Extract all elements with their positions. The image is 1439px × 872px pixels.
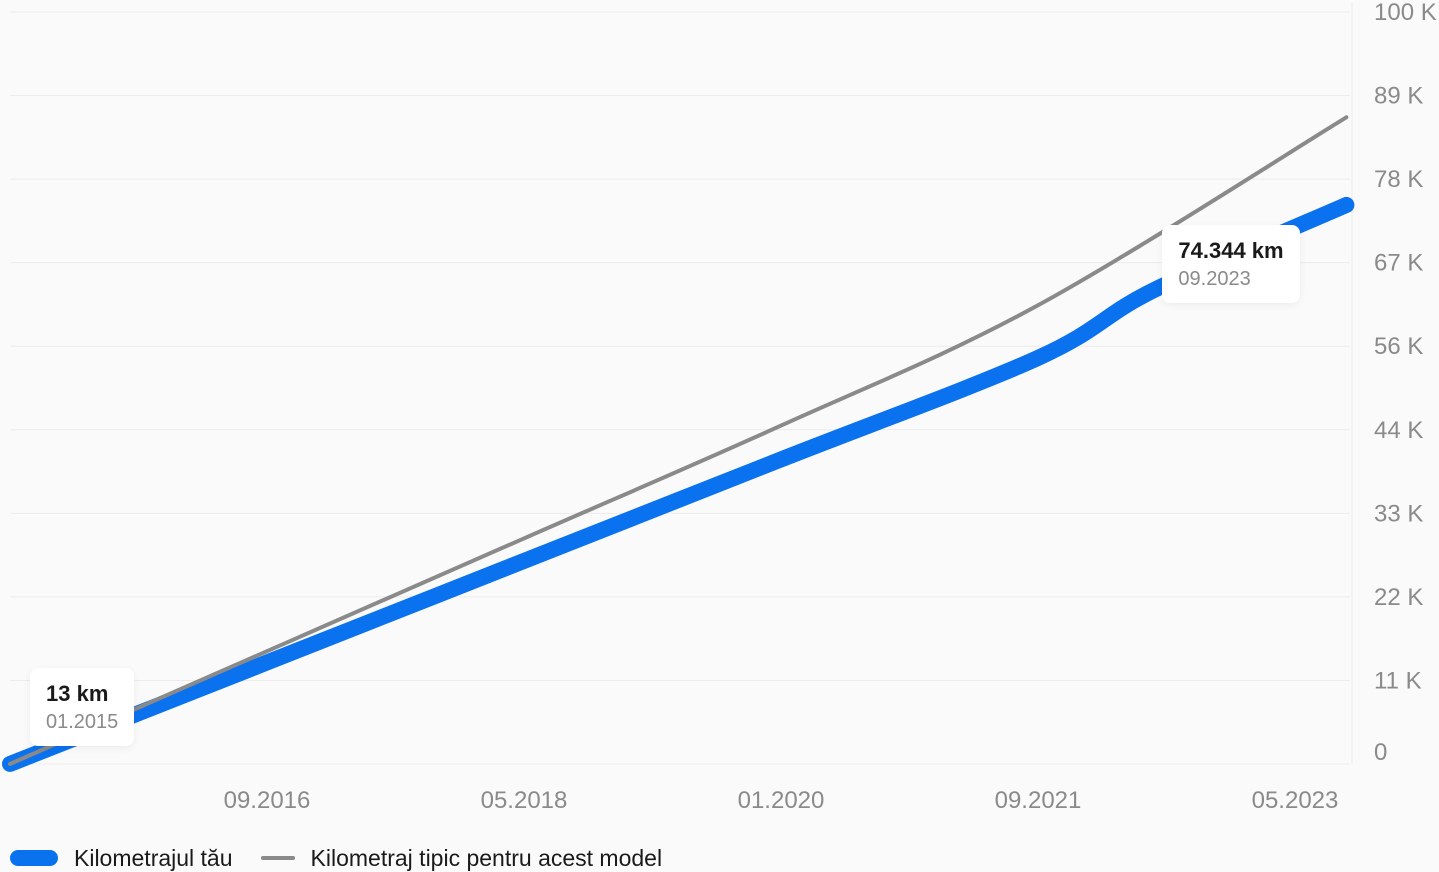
current-value-callout: 74.344 km 09.2023	[1162, 224, 1300, 303]
series-line-typical-mileage	[8, 115, 1349, 766]
start-value-callout: 13 km 01.2015	[30, 667, 135, 746]
legend-label-typical-mileage: Kilometraj tipic pentru acest model	[310, 844, 663, 871]
legend-item-typical-mileage[interactable]: Kilometraj tipic pentru acest model	[255, 844, 663, 872]
x-tick-label: 05.2018	[481, 787, 568, 814]
legend-label-your-mileage: Kilometrajul tău	[74, 844, 233, 871]
series-line-your-mileage	[2, 196, 1355, 772]
y-tick-label: 44 K	[1374, 417, 1423, 444]
current-value-label: 74.344 km	[1178, 237, 1284, 263]
series-lines	[2, 115, 1355, 772]
legend-swatch-typical-mileage	[260, 856, 295, 860]
y-tick-label: 89 K	[1374, 83, 1423, 110]
x-tick-label: 09.2016	[224, 787, 311, 814]
x-axis-tick-labels: 09.2016 05.2018 01.2020 09.2021 05.2023	[224, 787, 1339, 814]
current-date-label: 09.2023	[1178, 267, 1251, 290]
grid-lines	[10, 2, 1353, 765]
y-tick-label: 100 K	[1374, 0, 1437, 26]
start-date-label: 01.2015	[46, 710, 119, 733]
start-value-label: 13 km	[46, 680, 109, 706]
legend-item-your-mileage[interactable]: Kilometrajul tău	[10, 845, 233, 872]
y-tick-label: 67 K	[1374, 250, 1423, 277]
y-tick-label: 33 K	[1374, 500, 1423, 527]
x-tick-label: 09.2021	[995, 787, 1082, 814]
x-tick-label: 01.2020	[738, 787, 825, 814]
x-tick-label: 05.2023	[1252, 787, 1339, 814]
y-tick-label: 11 K	[1374, 667, 1422, 694]
y-tick-label: 78 K	[1374, 166, 1423, 193]
y-tick-label: 22 K	[1374, 584, 1423, 611]
y-tick-label: 56 K	[1374, 333, 1423, 360]
legend-swatch-your-mileage	[10, 850, 58, 866]
y-tick-label: 0	[1374, 739, 1387, 766]
y-axis-tick-labels: 100 K 89 K 78 K 67 K 56 K 44 K 33 K 22 K 11 K 0	[1374, 0, 1437, 766]
chart-legend: Kilometrajul tău Kilometraj tipic pentru…	[10, 844, 684, 872]
